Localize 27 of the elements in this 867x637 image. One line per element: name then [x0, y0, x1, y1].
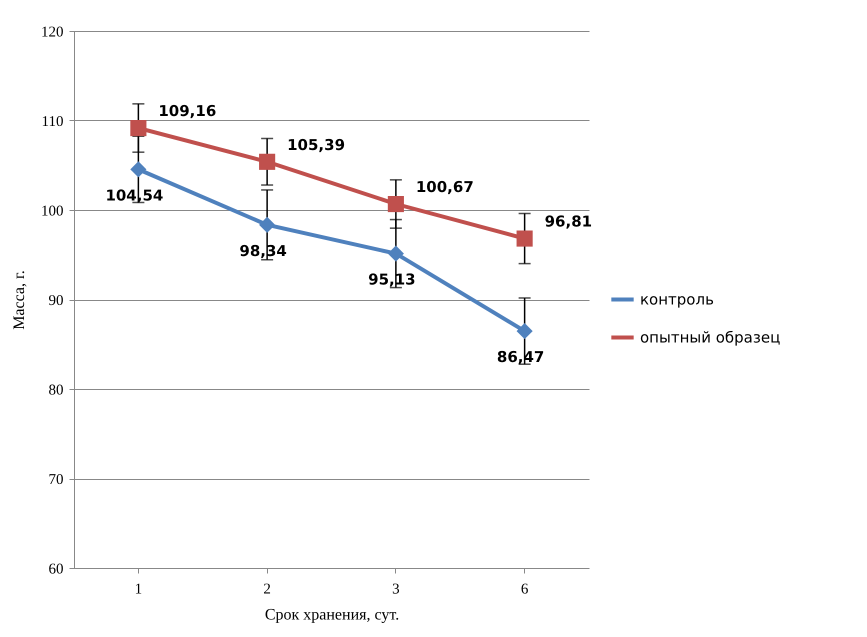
- x-tick-label: 3: [392, 582, 400, 598]
- y-tick-label: 100: [41, 204, 64, 220]
- point: [516, 323, 533, 340]
- y-tick-label: 80: [48, 382, 64, 398]
- y-tick-label: 90: [48, 293, 64, 309]
- point: [516, 230, 533, 247]
- data-label: 105,39: [287, 136, 346, 154]
- legend-label: контроль: [640, 290, 714, 308]
- legend-label: опытный образец: [640, 328, 780, 346]
- y-tick-label: 60: [48, 562, 64, 578]
- x-tick-label: 2: [263, 582, 271, 598]
- point: [259, 216, 276, 233]
- x-axis-title: Срок хранения, сут.: [264, 606, 400, 624]
- data-label: 109,16: [158, 102, 216, 120]
- point: [388, 196, 404, 212]
- y-axis-title: Масса, г.: [11, 270, 28, 330]
- x-tick-label: 6: [520, 582, 529, 598]
- point: [259, 154, 276, 170]
- data-label: 96,81: [544, 212, 592, 231]
- x-tick-label: 1: [134, 582, 142, 598]
- y-tick-label: 120: [41, 24, 64, 40]
- point: [130, 120, 146, 136]
- data-label: 100,67: [416, 178, 474, 196]
- y-tick-label: 110: [42, 114, 64, 130]
- point: [388, 246, 404, 262]
- y-tick-label: 70: [48, 472, 64, 488]
- point: [130, 161, 146, 178]
